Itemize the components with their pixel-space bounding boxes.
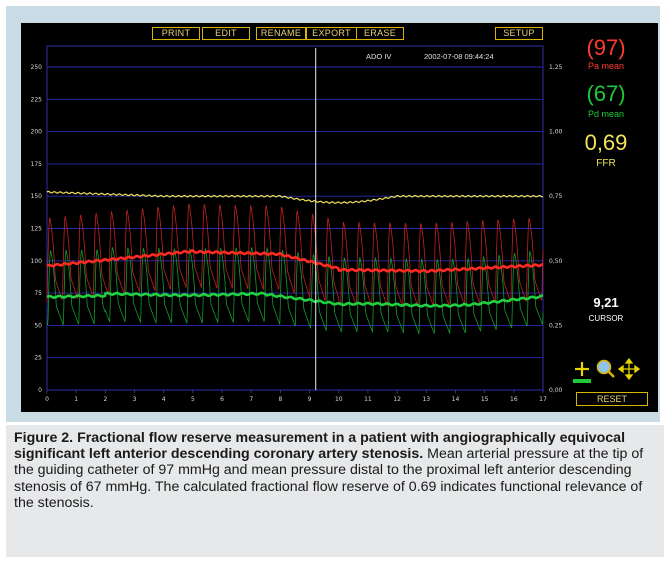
setup-button[interactable]: SETUP (495, 27, 543, 40)
x-tick-label: 9 (308, 396, 312, 403)
x-tick-label: 8 (278, 396, 282, 403)
x-tick-label: 13 (422, 396, 430, 403)
right-tick-label: 0,75 (549, 193, 563, 200)
right-tick-label: 1,00 (549, 129, 563, 136)
cursor-value: 9,21 (593, 295, 619, 310)
magnifier-icon[interactable] (594, 358, 616, 380)
pd-mean-trace (46, 291, 544, 308)
caption-title: Figure 2. Fractional flow reserve measur… (14, 430, 626, 463)
left-tick-label: 200 (31, 129, 43, 136)
export-button[interactable]: EXPORT (306, 27, 357, 40)
x-tick-label: 2 (103, 396, 107, 403)
left-tick-label: 250 (31, 64, 43, 71)
caption-body: Mean arterial pressure at the tip of the… (14, 446, 644, 511)
left-tick-label: 150 (31, 193, 43, 200)
left-tick-label: 125 (31, 226, 43, 233)
right-axis-ticks: 1,25 1,00 0,75 0,50 0,25 0,00 (549, 64, 563, 394)
cursor-label: CURSOR (588, 314, 624, 323)
x-tick-label: 5 (191, 396, 195, 403)
ffr-label: FFR (596, 158, 616, 169)
pd-mean-label: Pd mean (587, 109, 625, 119)
traces (46, 190, 544, 335)
right-tick-label: 0,00 (549, 387, 563, 394)
x-axis-ticks: 0 1 2 3 4 5 6 7 8 9 10 11 12 13 14 15 16 17 (45, 390, 547, 403)
ffr-trace (46, 190, 544, 204)
figure-frame: PRINT EDIT RENAME EXPORT ERASE SETUP 250… (6, 6, 660, 422)
x-tick-label: 16 (510, 396, 518, 403)
monitor-screen: PRINT EDIT RENAME EXPORT ERASE SETUP 250… (21, 23, 658, 412)
rename-button[interactable]: RENAME (256, 27, 306, 40)
x-tick-label: 11 (364, 396, 372, 403)
left-tick-label: 75 (34, 290, 42, 297)
x-tick-label: 15 (481, 396, 489, 403)
plot-box (46, 45, 544, 391)
print-button[interactable]: PRINT (152, 27, 200, 40)
x-tick-label: 10 (335, 396, 343, 403)
x-tick-label: 7 (249, 396, 253, 403)
station-label: ADO IV (366, 52, 391, 61)
plus-icon[interactable] (573, 359, 593, 385)
x-tick-label: 6 (220, 396, 224, 403)
x-tick-label: 17 (539, 396, 547, 403)
left-tick-label: 100 (31, 258, 43, 265)
left-tick-label: 225 (31, 96, 43, 103)
figure-caption: Figure 2. Fractional flow reserve measur… (6, 425, 664, 557)
grid-lines (47, 66, 543, 391)
right-tick-label: 0,50 (549, 258, 563, 265)
left-tick-label: 25 (34, 355, 42, 362)
pd-mean-value: (67) (586, 81, 626, 106)
reset-button[interactable]: RESET (576, 392, 648, 406)
ffr-value: 0,69 (584, 130, 628, 155)
left-tick-label: 50 (34, 322, 42, 329)
timestamp-label: 2002-07-08 09:44:24 (424, 52, 494, 61)
right-tick-label: 1,25 (549, 64, 563, 71)
x-tick-label: 0 (45, 396, 49, 403)
x-tick-label: 14 (452, 396, 460, 403)
erase-button[interactable]: ERASE (356, 27, 404, 40)
x-tick-label: 4 (162, 396, 166, 403)
pa-mean-value: (97) (586, 35, 626, 60)
pa-mean-trace (46, 249, 544, 274)
pa-mean-label: Pa mean (587, 61, 625, 71)
pa-pulsatile-trace (46, 203, 544, 308)
x-tick-label: 3 (133, 396, 137, 403)
move-icon[interactable] (618, 358, 640, 380)
left-tick-label: 175 (31, 161, 43, 168)
left-tick-label: 0 (38, 387, 42, 394)
x-tick-label: 12 (393, 396, 401, 403)
right-tick-label: 0,25 (549, 322, 563, 329)
x-tick-label: 1 (74, 396, 78, 403)
edit-button[interactable]: EDIT (202, 27, 250, 40)
